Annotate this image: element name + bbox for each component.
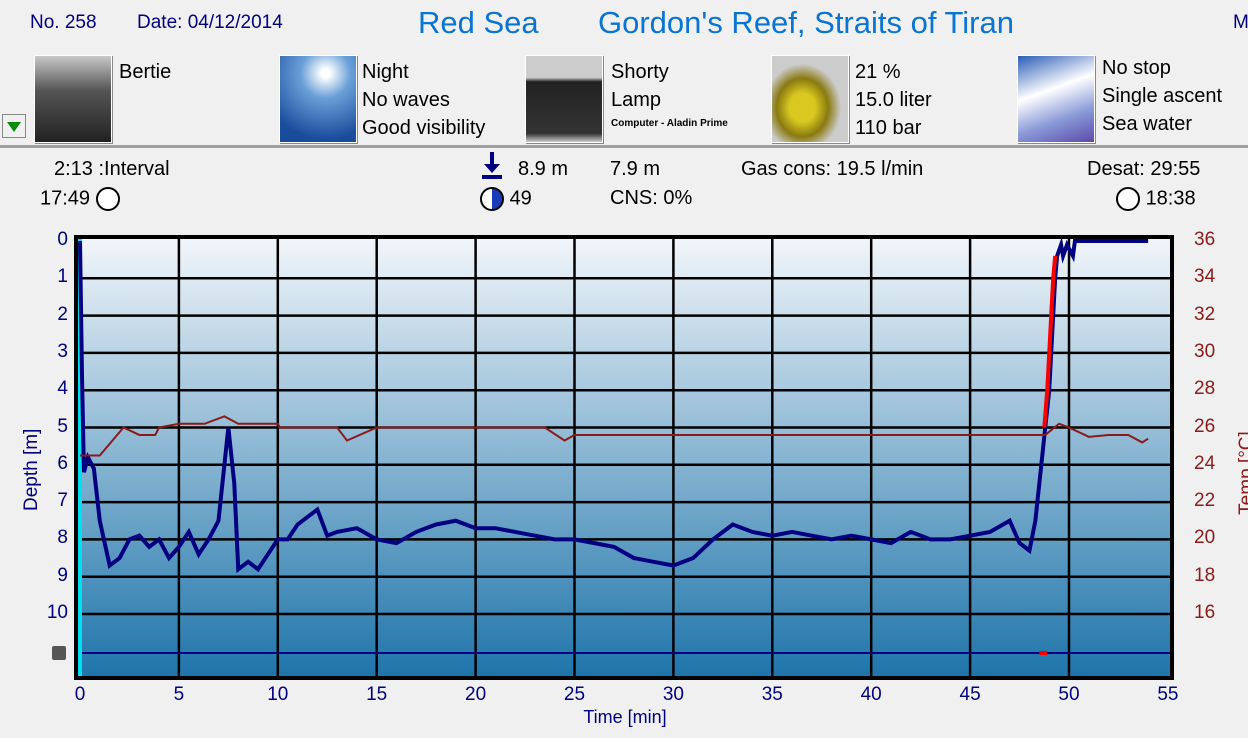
depth-tick: 0 <box>57 229 68 250</box>
depth-tick: 2 <box>57 303 68 325</box>
dive-number: No. 258 <box>30 12 97 33</box>
exit-time: 18:38 <box>1145 187 1196 210</box>
duration-clock-icon <box>480 187 504 211</box>
clock-icon <box>1116 187 1140 211</box>
dive-date: Date: 04/12/2014 <box>137 12 283 33</box>
gas-pressure: 110 bar <box>855 117 922 139</box>
plot-area <box>74 235 1174 680</box>
camera-bag-photo[interactable] <box>525 55 603 143</box>
equipment-lamp: Lamp <box>611 89 662 111</box>
temp-tick: 30 <box>1194 340 1216 362</box>
desat-time: Desat: 29:55 <box>1087 158 1201 180</box>
cns: CNS: 0% <box>610 187 693 209</box>
depth-tick: 8 <box>57 527 68 549</box>
entry-time: 17:49 <box>40 187 91 210</box>
depth-tick: 10 <box>46 602 68 623</box>
temp-tick: 18 <box>1194 564 1216 586</box>
gas-volume: 15.0 liter <box>855 89 932 111</box>
time-tick: 50 <box>1058 684 1080 705</box>
conditions-light: Night <box>362 61 409 83</box>
time-tick: 20 <box>465 684 487 705</box>
gas-oxygen: 21 % <box>855 61 901 83</box>
buddy-name: Bertie <box>119 61 172 83</box>
temp-tick: 20 <box>1194 527 1216 549</box>
divider <box>0 145 1248 148</box>
temp-tick: 16 <box>1194 602 1216 623</box>
triangle-down-icon <box>7 122 21 132</box>
sky-photo[interactable] <box>279 55 357 143</box>
depth-tick: 5 <box>57 415 68 437</box>
temp-tick: 26 <box>1194 415 1216 437</box>
time-tick: 10 <box>267 684 289 705</box>
entry-time-group: 17:49 <box>40 187 120 211</box>
avg-depth: 7.9 m <box>610 158 661 180</box>
temp-tick: 22 <box>1194 490 1216 512</box>
ascent_warning-series-line <box>1042 255 1058 428</box>
duration-group: 49 <box>480 187 532 211</box>
trash-icon[interactable] <box>52 646 66 660</box>
depth-tick: 4 <box>57 378 68 400</box>
depth-tick: 9 <box>57 564 68 586</box>
gas-consumption: Gas cons: 19.5 l/min <box>741 158 924 180</box>
surface-interval: 2:13 :Interval <box>54 158 170 180</box>
dive-water: Sea water <box>1102 113 1193 135</box>
dive-site: Gordon's Reef, Straits of Tiran <box>598 5 1014 40</box>
clock-icon <box>95 187 120 211</box>
temp-tick: 32 <box>1194 303 1216 325</box>
header-overflow: M <box>1233 12 1248 33</box>
time-tick: 45 <box>959 684 981 705</box>
expand-dropdown-button[interactable] <box>2 114 26 138</box>
conditions-waves: No waves <box>362 89 450 111</box>
dive-ascent: Single ascent <box>1102 85 1223 107</box>
time-tick: 25 <box>563 684 586 705</box>
time-tick: 5 <box>173 684 185 705</box>
depth-tick: 6 <box>57 452 68 474</box>
equipment-computer: Computer - Aladin Prime <box>611 118 728 129</box>
divers-photo[interactable] <box>34 55 112 143</box>
dive-stop: No stop <box>1102 57 1171 79</box>
max-depth-arrow-icon <box>480 152 504 180</box>
equipment-suit: Shorty <box>611 61 669 83</box>
time-tick: 0 <box>74 684 86 705</box>
time-cursor[interactable] <box>78 239 82 676</box>
conditions-visibility: Good visibility <box>362 117 486 139</box>
depth-tick: 7 <box>57 490 68 512</box>
time-tick: 30 <box>662 684 684 705</box>
temp-tick: 34 <box>1194 266 1216 288</box>
time-tick: 15 <box>366 684 388 705</box>
diver-photo[interactable] <box>1017 55 1095 143</box>
time-axis-label: Time [min] <box>583 707 667 727</box>
temp-tick: 36 <box>1194 229 1216 250</box>
max-depth: 8.9 m <box>518 158 569 180</box>
temp-tick: 24 <box>1194 452 1216 474</box>
exit-time-group: 18:38 <box>1116 187 1196 211</box>
time-tick: 40 <box>860 684 882 705</box>
temp-tick: 28 <box>1194 378 1216 400</box>
temp-series-line <box>80 415 1149 457</box>
depth-tick: 1 <box>57 266 68 288</box>
depth-tick: 3 <box>57 340 68 362</box>
dive-region: Red Sea <box>418 5 539 40</box>
tanks-photo[interactable] <box>771 55 849 143</box>
duration: 49 <box>509 187 532 210</box>
time-tick: 55 <box>1157 684 1179 705</box>
time-tick: 35 <box>761 684 783 705</box>
ascent-marker <box>1039 651 1048 655</box>
depth-series-line <box>78 236 1149 574</box>
